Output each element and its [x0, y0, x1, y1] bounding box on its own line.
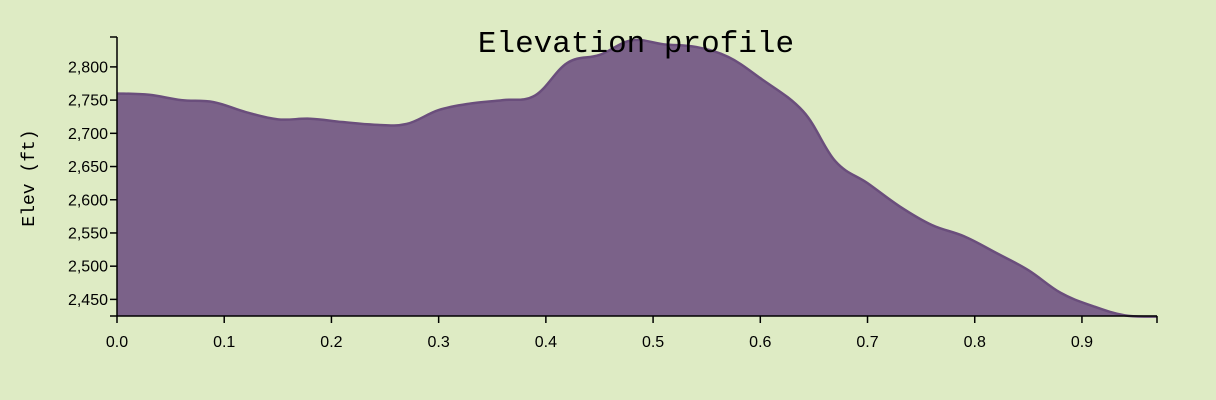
y-tick-label: 2,700 — [68, 126, 108, 143]
y-tick-label: 2,750 — [68, 93, 108, 110]
x-tick-label: 0.0 — [106, 334, 128, 351]
y-tick-label: 2,550 — [68, 225, 108, 242]
plot-area — [116, 38, 1158, 318]
x-tick-label: 0.3 — [428, 334, 450, 351]
axes: 2,450 2,500 2,550 2,600 2,650 2,700 2,750 2,800… — [68, 36, 1158, 351]
y-tick-label: 2,600 — [68, 192, 108, 209]
x-tick-label: 0.4 — [535, 334, 557, 351]
x-tick-label: 0.7 — [856, 334, 878, 351]
x-tick-label: 0.8 — [964, 334, 986, 351]
x-tick-label: 0.2 — [320, 334, 342, 351]
y-tick-label: 2,450 — [68, 292, 108, 309]
y-axis-title: Elev (ft) — [20, 129, 40, 226]
chart-title: Elevation profile — [478, 27, 794, 62]
elevation-area — [117, 39, 1157, 317]
y-tick-label: 2,500 — [68, 259, 108, 276]
x-tick-label: 0.1 — [213, 334, 235, 351]
y-tick-label: 2,800 — [68, 59, 108, 76]
x-tick-label: 0.5 — [642, 334, 664, 351]
y-tick-label: 2,650 — [68, 159, 108, 176]
elevation-line — [116, 38, 1158, 318]
x-tick-label: 0.6 — [749, 334, 771, 351]
x-tick-label: 0.9 — [1071, 334, 1093, 351]
